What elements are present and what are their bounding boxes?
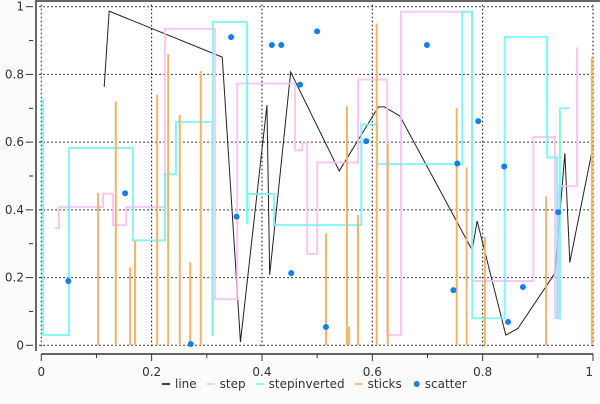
scatter-point — [555, 209, 562, 216]
scatter-point — [278, 41, 285, 48]
scatter-point — [363, 138, 370, 145]
legend-item-sticks: sticks — [354, 377, 402, 391]
legend: line step stepinverted sticks scatter — [162, 377, 467, 391]
x-tick-label: 0.6 — [363, 365, 382, 379]
legend-label: stepinverted — [269, 377, 345, 391]
scatter-point — [314, 28, 321, 35]
step-path — [55, 10, 579, 337]
x-tick-label: 1 — [585, 365, 593, 379]
series-layer — [41, 10, 594, 347]
scatter-point — [454, 160, 461, 167]
scatter-point — [65, 277, 72, 284]
scatter-point — [228, 34, 235, 41]
scatter-point — [268, 41, 275, 48]
scatter-point — [519, 284, 526, 291]
scatter-point — [288, 270, 295, 277]
legend-label: sticks — [368, 377, 402, 391]
x-tick-label: 0 — [37, 365, 45, 379]
scatter-point — [122, 190, 129, 197]
x-tick-label: 0.2 — [142, 365, 161, 379]
y-tick-label: 0.8 — [5, 67, 24, 81]
legend-label: scatter — [425, 377, 467, 391]
x-tick-label: 0.8 — [473, 365, 492, 379]
series-sticks — [97, 23, 593, 346]
y-tick-label: 0.2 — [5, 271, 24, 285]
legend-label: line — [175, 377, 197, 391]
scatter-point — [423, 41, 430, 48]
legend-item-scatter: scatter — [413, 377, 467, 391]
scatter-point — [505, 318, 512, 325]
y-tick-label: 0 — [16, 338, 24, 352]
series-step — [55, 10, 579, 337]
scatter-point — [450, 287, 457, 294]
series-stepinverted — [41, 10, 570, 337]
scatter-point — [187, 340, 194, 347]
legend-marker-scatter — [413, 381, 420, 387]
axes: 0 0.2 0.4 0.6 0.8 1 0 0.2 0.4 0.6 0.8 1 — [5, 0, 594, 379]
y-tick-label: 0.4 — [5, 203, 24, 217]
scatter-point — [475, 118, 482, 125]
scatter-point — [501, 163, 508, 170]
scatter-point — [322, 324, 329, 331]
legend-item-step: step — [206, 377, 246, 391]
y-tick-label: 1 — [16, 0, 24, 14]
x-tick-label: 0.4 — [252, 365, 271, 379]
legend-item-stepinverted: stepinverted — [255, 377, 345, 391]
series-scatter — [65, 28, 562, 347]
scatter-point — [233, 213, 240, 220]
y-tick-label: 0.6 — [5, 135, 24, 149]
legend-label: step — [220, 377, 246, 391]
stepinverted-path — [41, 10, 570, 337]
legend-item-line: line — [162, 377, 197, 391]
scatter-point — [297, 81, 304, 88]
